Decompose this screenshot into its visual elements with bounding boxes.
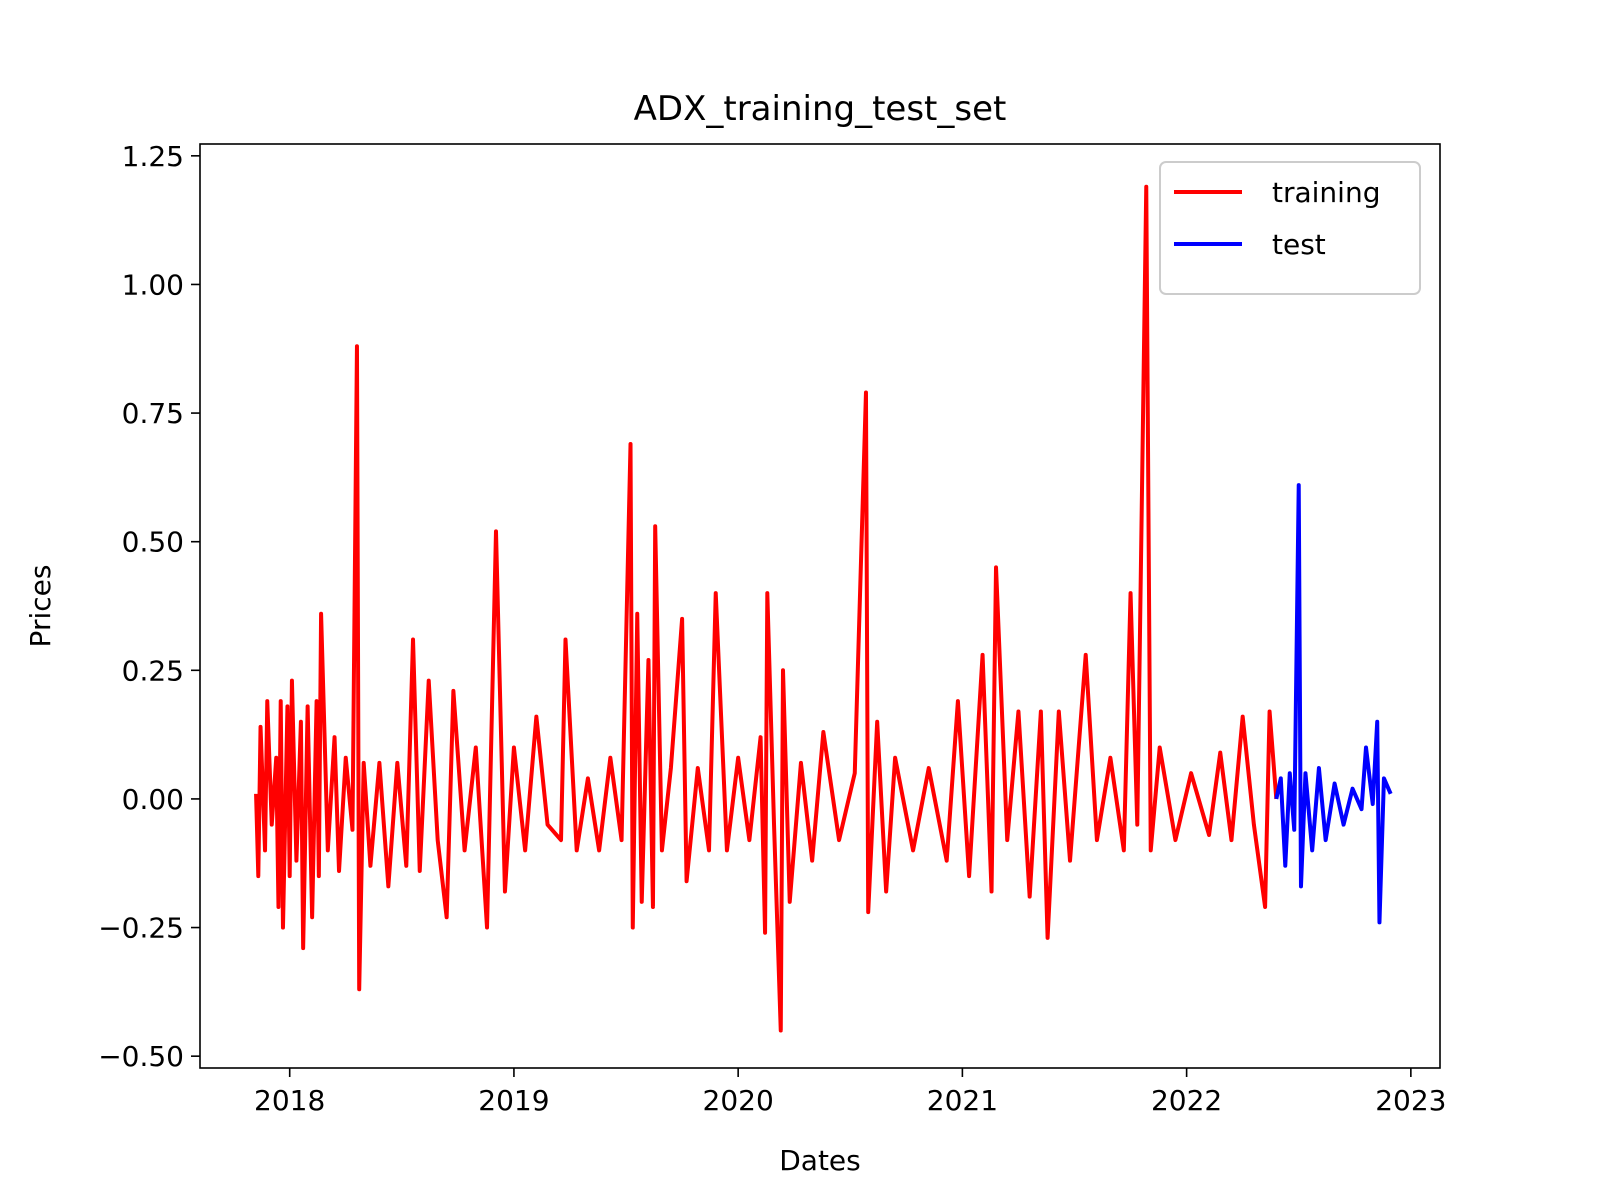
y-tick-label: 1.25 (122, 140, 184, 173)
x-tick-label: 2019 (478, 1084, 549, 1117)
x-axis-label: Dates (779, 1144, 861, 1177)
x-tick-label: 2020 (703, 1084, 774, 1117)
chart-title: ADX_training_test_set (634, 89, 1007, 129)
y-tick-label: 0.00 (122, 783, 184, 816)
legend-label: training (1272, 176, 1380, 209)
y-tick-label: −0.25 (98, 912, 184, 945)
series-line (254, 184, 1279, 1033)
x-tick-label: 2018 (254, 1084, 325, 1117)
x-tick-label: 2021 (927, 1084, 998, 1117)
y-axis-label: Prices (24, 565, 57, 648)
series-line (1274, 483, 1393, 925)
plot-frame (199, 143, 1441, 1069)
y-tick-label: 0.25 (122, 654, 184, 687)
legend: training test (1159, 161, 1421, 295)
y-tick-label: 0.50 (122, 526, 184, 559)
legend-box (1159, 161, 1421, 295)
y-tick-label: −0.50 (98, 1040, 184, 1073)
y-tick-label: 0.75 (122, 397, 184, 430)
y-tick-label: 1.00 (122, 268, 184, 301)
x-tick-label: 2022 (1151, 1084, 1222, 1117)
x-tick-label: 2023 (1375, 1084, 1446, 1117)
legend-label: test (1272, 228, 1326, 261)
